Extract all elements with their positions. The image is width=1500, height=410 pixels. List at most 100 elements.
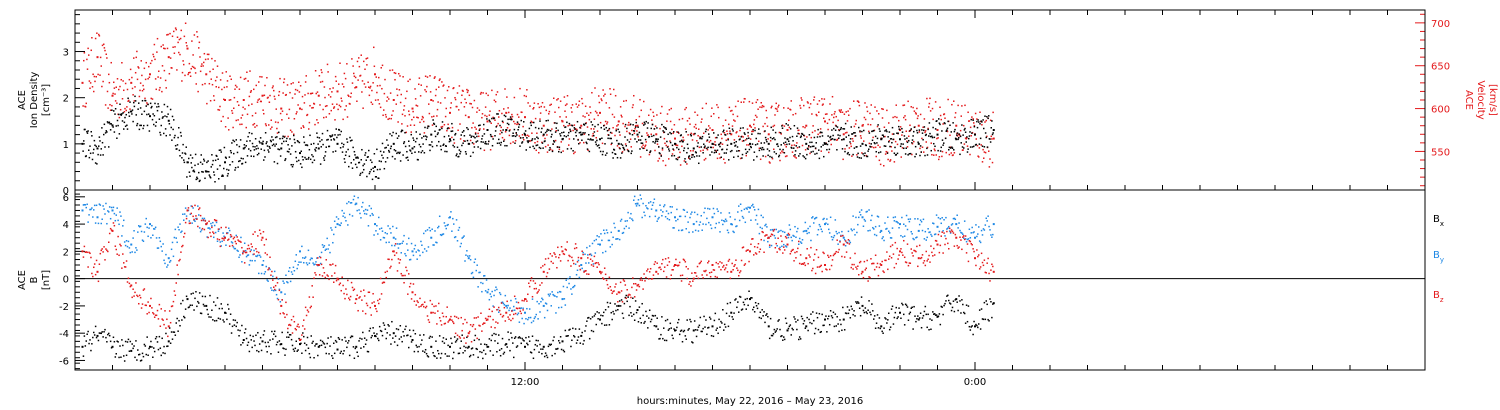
velocity-point <box>882 108 884 111</box>
bx-point <box>215 319 218 322</box>
density-point <box>114 113 116 115</box>
density-point <box>595 143 597 146</box>
by-point <box>81 209 84 212</box>
velocity-point <box>620 114 622 117</box>
bx-point <box>273 330 276 333</box>
velocity-point <box>384 78 386 81</box>
velocity-point <box>561 120 564 123</box>
velocity-point <box>937 137 939 139</box>
density-point <box>833 127 835 130</box>
density-point <box>574 128 576 131</box>
velocity-point <box>613 116 616 118</box>
density-point <box>502 129 504 131</box>
density-point <box>86 132 89 134</box>
bx-point <box>418 345 420 348</box>
by-point <box>316 257 318 259</box>
velocity-point <box>419 95 422 97</box>
velocity-point <box>198 47 200 49</box>
bx-point <box>348 340 350 342</box>
by-point <box>524 311 526 314</box>
by-point <box>873 228 875 230</box>
velocity-point <box>622 122 624 125</box>
bx-point <box>112 336 115 339</box>
bx-point <box>524 345 526 348</box>
density-point <box>546 128 549 131</box>
density-point <box>944 137 947 140</box>
density-point <box>608 134 610 136</box>
velocity-point <box>415 104 417 107</box>
velocity-point <box>401 123 403 125</box>
bx-point <box>419 334 421 336</box>
by-point <box>513 309 516 311</box>
density-point <box>299 152 301 155</box>
bx-point <box>284 354 286 356</box>
velocity-point <box>590 128 592 130</box>
bx-point <box>406 334 408 337</box>
density-point <box>900 143 902 145</box>
velocity-point <box>701 107 704 110</box>
velocity-point <box>225 71 227 73</box>
velocity-point <box>890 146 892 148</box>
bx-point <box>467 347 469 349</box>
density-point <box>794 154 796 156</box>
by-point <box>236 249 238 252</box>
density-point <box>719 145 721 148</box>
by-point <box>545 303 548 305</box>
velocity-point <box>847 110 849 112</box>
density-point <box>167 119 170 122</box>
velocity-point <box>366 64 368 66</box>
velocity-point <box>289 91 291 94</box>
bx-point <box>901 302 903 305</box>
velocity-point <box>556 99 558 101</box>
bx-point <box>365 339 368 341</box>
velocity-point <box>493 99 496 102</box>
density-point <box>451 122 453 125</box>
velocity-point <box>918 131 921 133</box>
density-point <box>143 110 146 113</box>
density-point <box>314 150 317 152</box>
velocity-point <box>941 150 944 153</box>
density-point <box>923 129 925 132</box>
by-point <box>149 223 151 226</box>
density-point <box>466 127 468 129</box>
by-point <box>475 269 477 272</box>
velocity-point <box>466 91 469 94</box>
velocity-point <box>860 137 862 139</box>
density-point <box>624 123 627 126</box>
bx-point <box>611 318 613 321</box>
density-point <box>414 140 417 143</box>
velocity-point <box>696 114 699 116</box>
by-point <box>207 227 209 229</box>
velocity-point <box>471 126 473 129</box>
bx-point <box>949 303 952 305</box>
velocity-point <box>962 149 964 151</box>
density-point <box>302 159 304 161</box>
velocity-point <box>329 96 332 98</box>
by-point <box>241 261 243 263</box>
velocity-point <box>498 116 500 118</box>
by-point <box>717 210 719 213</box>
density-point <box>434 130 436 133</box>
velocity-point <box>423 132 426 134</box>
bx-point <box>421 339 423 341</box>
by-point <box>199 230 202 233</box>
velocity-point <box>550 103 552 106</box>
bx-point <box>701 330 703 333</box>
velocity-point <box>714 141 716 143</box>
velocity-point <box>628 121 630 124</box>
by-point <box>826 218 828 220</box>
bx-point <box>793 316 795 318</box>
velocity-point <box>856 154 858 156</box>
by-point <box>309 259 312 261</box>
velocity-point <box>766 116 768 119</box>
density-point <box>709 154 711 156</box>
density-point <box>285 140 287 142</box>
density-point <box>374 165 376 168</box>
velocity-point <box>94 80 96 83</box>
velocity-point <box>916 107 918 110</box>
velocity-point <box>454 98 457 101</box>
density-point <box>442 144 444 147</box>
bx-point <box>960 312 962 314</box>
density-point <box>464 151 467 153</box>
density-point <box>899 138 901 141</box>
